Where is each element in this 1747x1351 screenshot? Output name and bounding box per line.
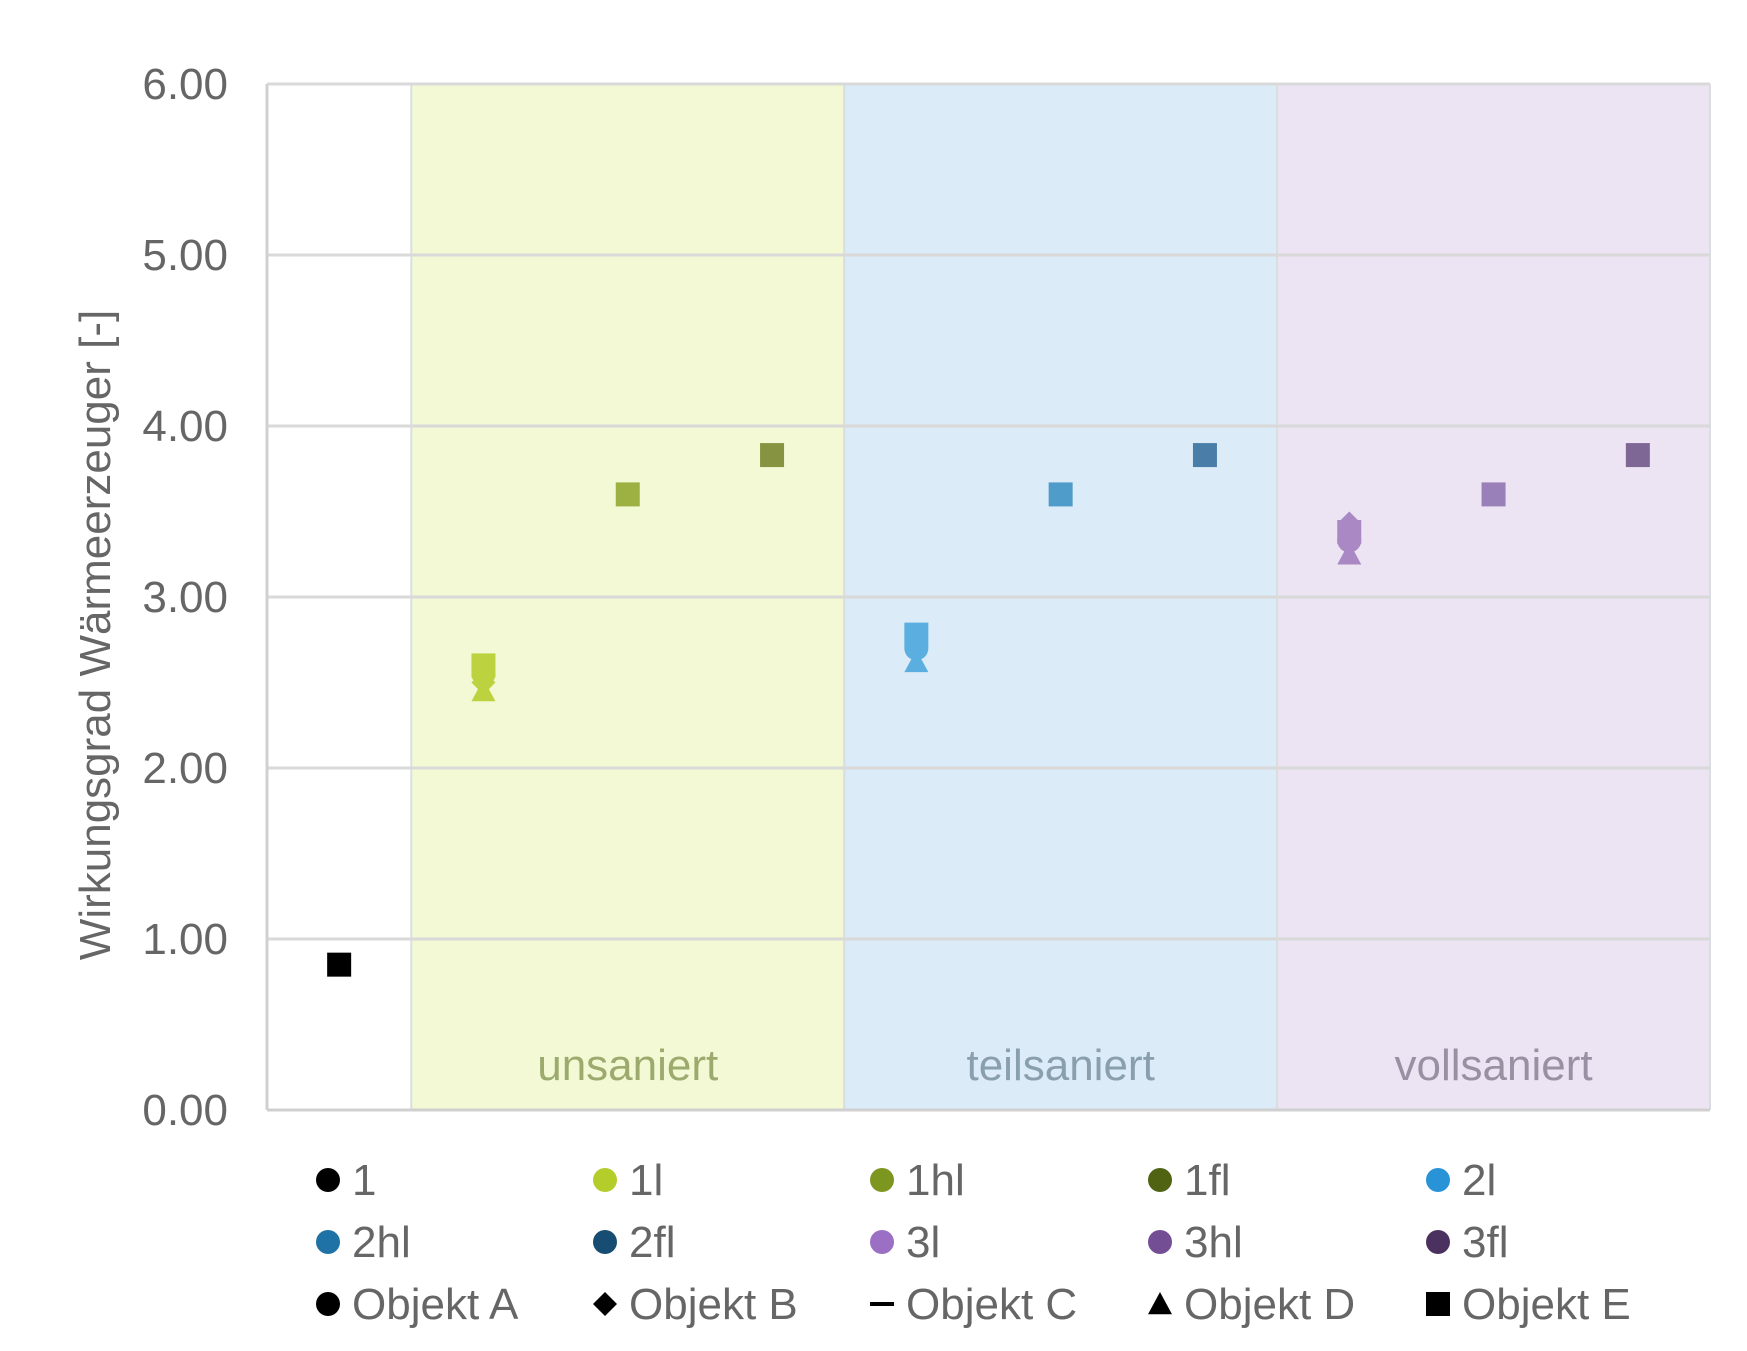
y-tick-label: 6.00	[142, 60, 228, 109]
legend-label: 1l	[629, 1156, 663, 1205]
y-tick-label: 2.00	[142, 744, 228, 793]
legend-item-1: 1	[316, 1156, 376, 1205]
data-point-1hl-Objekt-E	[615, 482, 640, 507]
band-label-teilsaniert: teilsaniert	[966, 1041, 1154, 1090]
band-label-vollsaniert: vollsaniert	[1395, 1041, 1593, 1090]
data-point-1fl-Objekt-E	[760, 443, 785, 468]
legend-item-Objekt-E: Objekt E	[1426, 1280, 1631, 1329]
data-point-3hl-Objekt-E	[1481, 482, 1506, 507]
y-tick-label: 0.00	[142, 1086, 228, 1135]
legend-marker	[316, 1168, 340, 1192]
legend-marker	[1426, 1168, 1450, 1192]
legend-marker	[593, 1168, 617, 1192]
data-point-2l-Objekt-E	[904, 622, 929, 647]
legend-item-1l: 1l	[593, 1156, 663, 1205]
y-tick-label: 1.00	[142, 915, 228, 964]
legend-item-Objekt-C: Objekt C	[870, 1280, 1077, 1329]
legend-marker	[1148, 1230, 1172, 1254]
legend-marker	[1426, 1230, 1450, 1254]
data-point-1-Objekt-E	[327, 952, 352, 977]
legend-item-2hl: 2hl	[316, 1218, 411, 1267]
data-point-2l-Objekt-D	[904, 649, 929, 673]
legend-label: 1fl	[1184, 1156, 1230, 1205]
legend-label: Objekt A	[352, 1280, 519, 1329]
data-point-2fl-Objekt-E	[1192, 443, 1217, 468]
y-axis-title: Wirkungsgrad Wärmeerzeuger [-]	[71, 310, 120, 960]
legend: 1 1l 1hl 1fl 2l 2hl 2fl 3l 3hl 3fl Objekt A Objekt …	[316, 1156, 1631, 1329]
legend-marker	[1148, 1168, 1172, 1192]
data-point-3l-Objekt-E	[1337, 520, 1362, 545]
legend-item-3fl: 3fl	[1426, 1218, 1508, 1267]
legend-item-Objekt-A: Objekt A	[316, 1280, 519, 1329]
data-point-3l-Objekt-D	[1337, 542, 1362, 565]
data-point-2hl-Objekt-E	[1048, 482, 1073, 507]
y-tick-label: 3.00	[142, 573, 228, 622]
legend-marker	[316, 1230, 340, 1254]
legend-marker	[316, 1292, 340, 1316]
y-tick-label-layer: 0.00 1.00 2.00 3.00 4.00 5.00 6.00	[142, 60, 228, 1135]
legend-item-2fl: 2fl	[593, 1218, 675, 1267]
legend-item-3hl: 3hl	[1148, 1218, 1243, 1267]
band-label-layer: unsaniert teilsaniert vollsaniert	[537, 1041, 1592, 1090]
legend-label: Objekt E	[1462, 1280, 1631, 1329]
band-label-unsaniert: unsaniert	[537, 1041, 718, 1090]
legend-label: 3l	[906, 1218, 940, 1267]
legend-marker	[1148, 1292, 1172, 1315]
legend-label: 2fl	[629, 1218, 675, 1267]
y-tick-label: 4.00	[142, 402, 228, 451]
legend-item-1hl: 1hl	[870, 1156, 965, 1205]
legend-label: 3hl	[1184, 1218, 1243, 1267]
legend-marker	[593, 1230, 617, 1254]
legend-item-Objekt-B: Objekt B	[593, 1280, 798, 1329]
legend-label: Objekt B	[629, 1280, 798, 1329]
legend-marker	[870, 1302, 894, 1306]
legend-item-3l: 3l	[870, 1218, 940, 1267]
data-point-3fl-Objekt-E	[1625, 443, 1650, 468]
legend-item-1fl: 1fl	[1148, 1156, 1230, 1205]
legend-marker	[870, 1230, 894, 1254]
legend-label: 2l	[1462, 1156, 1496, 1205]
data-point-1l-Objekt-D	[471, 679, 496, 702]
legend-item-2l: 2l	[1426, 1156, 1496, 1205]
legend-item-Objekt-D: Objekt D	[1148, 1280, 1355, 1329]
legend-label: 1hl	[906, 1156, 965, 1205]
legend-label: Objekt C	[906, 1280, 1077, 1329]
legend-label: Objekt D	[1184, 1280, 1355, 1329]
legend-marker	[593, 1292, 617, 1316]
data-point-layer	[327, 443, 1650, 977]
legend-label: 1	[352, 1156, 376, 1205]
legend-marker	[1426, 1292, 1450, 1316]
axis-layer	[265, 84, 1710, 1112]
y-tick-label: 5.00	[142, 231, 228, 280]
legend-label: 2hl	[352, 1218, 411, 1267]
legend-label: 3fl	[1462, 1218, 1508, 1267]
data-point-1l-Objekt-E	[471, 653, 496, 678]
legend-marker	[870, 1168, 894, 1192]
